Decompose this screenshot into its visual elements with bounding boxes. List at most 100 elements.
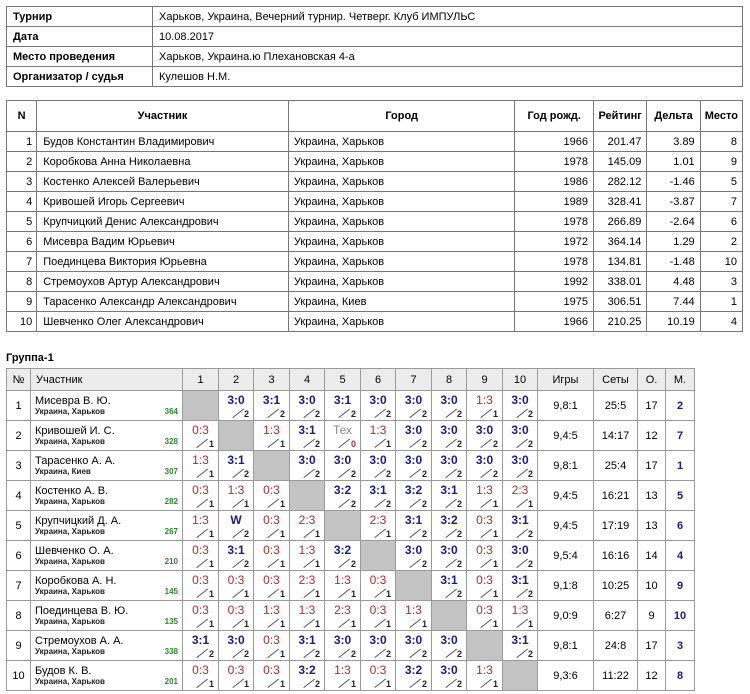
match-cell: 3:0 2 <box>466 420 503 451</box>
match-cell: 2:3 1 <box>324 600 361 631</box>
match-points: 1 <box>279 439 285 449</box>
cross-games: 9,0:9 <box>537 600 594 631</box>
participant-number: 9 <box>5 291 38 312</box>
participants-header-row: N Участник Город Год рожд. Рейтинг Дельта Мест… <box>5 100 744 132</box>
match-divider <box>232 558 245 568</box>
participant-rating: 266.89 <box>592 211 648 232</box>
match-score: 3:2 <box>333 483 352 497</box>
info-label: Место проведения <box>6 46 153 67</box>
participant-delta: -3.87 <box>646 191 701 212</box>
match-score: 3:2 <box>404 663 423 677</box>
match-divider <box>267 438 280 448</box>
info-row: Турнир Харьков, Украина, Вечерний турнир.… <box>6 6 743 27</box>
cross-header-games: Игры <box>537 368 594 391</box>
cross-sets: 25:5 <box>593 390 638 421</box>
participant-rating: 134.81 <box>592 251 648 272</box>
cross-row: 7 Коробкова А. Н. Украина, Харьков 145 0:3 1 0… <box>6 570 695 601</box>
participant-place: 10 <box>699 251 744 272</box>
match-cell: 3:1 2 <box>431 570 467 601</box>
match-cell: 3:0 2 <box>502 420 538 451</box>
match-score: 3:1 <box>191 633 210 647</box>
match-cell: 1:3 1 <box>395 600 432 631</box>
match-cell: 3:0 2 <box>395 420 432 451</box>
info-row: Место проведения Харьков, Украина.ю Плеха… <box>6 46 743 67</box>
match-divider <box>409 408 422 418</box>
cross-games: 9,1:8 <box>537 570 594 601</box>
match-cell: 0:3 1 <box>182 660 219 691</box>
cross-player-cell: Крупчицкий Д. А. Украина, Харьков 267 <box>30 510 183 541</box>
match-points: 2 <box>243 409 249 419</box>
participant-name: Будов Константин Владимирович <box>36 131 289 152</box>
match-cell: 0:3 1 <box>253 510 290 541</box>
match-cell: 3:0 2 <box>502 540 538 571</box>
participant-city: Украина, Харьков <box>287 131 516 152</box>
match-score: 3:1 <box>511 573 529 587</box>
match-points: 1 <box>492 499 498 509</box>
match-score: 3:0 <box>440 423 458 437</box>
match-points: 2 <box>421 409 427 419</box>
cross-place: 10 <box>665 600 695 631</box>
match-points: 2 <box>279 409 285 419</box>
participant-delta: 7.44 <box>646 291 701 312</box>
cross-player-name: Коробкова А. Н. <box>35 575 117 587</box>
cross-points: 13 <box>637 480 666 511</box>
match-divider <box>516 528 529 538</box>
info-value: Кулешов Н.М. <box>152 66 743 87</box>
participant-city: Украина, Харьков <box>287 251 516 272</box>
participant-number: 1 <box>5 131 38 152</box>
cross-row: 9 Стремоухов А. А. Украина, Харьков 338 3:1 2… <box>6 630 695 661</box>
match-points: 1 <box>385 679 391 689</box>
participant-row: 5 Крупчицкий Денис Александрович Украина, … <box>5 211 744 232</box>
match-score: 3:1 <box>404 513 423 527</box>
info-label: Турнир <box>6 6 153 27</box>
cross-player-cell: Стремоухов А. А. Украина, Харьков 338 <box>30 630 183 661</box>
match-divider <box>445 408 458 418</box>
match-cell: 0:3 1 <box>182 600 219 631</box>
match-divider <box>338 408 351 418</box>
match-score: 1:3 <box>227 483 245 497</box>
participant-number: 10 <box>5 311 38 332</box>
cross-player-meta: Украина, Харьков 364 <box>35 407 178 416</box>
match-divider <box>303 648 316 658</box>
match-points: 2 <box>421 469 427 479</box>
cross-header-m: М. <box>665 368 695 391</box>
match-score: 3:0 <box>440 453 458 467</box>
match-divider <box>267 498 280 508</box>
participant-place: 5 <box>699 171 744 192</box>
participant-delta: 3.89 <box>646 131 701 152</box>
match-divider <box>516 498 529 508</box>
match-divider <box>409 468 422 478</box>
cross-header-opponent: 3 <box>253 368 290 391</box>
match-score: 3:0 <box>404 633 423 647</box>
match-points: 2 <box>527 439 533 449</box>
match-cell: 0:3 1 <box>182 480 219 511</box>
match-divider <box>338 438 351 448</box>
cross-header-opponent: 1 <box>182 368 219 391</box>
match-score: 3:0 <box>333 453 352 467</box>
match-points: 2 <box>421 529 427 539</box>
match-points: 1 <box>208 439 214 449</box>
match-points: 2 <box>243 529 249 539</box>
match-points: 1 <box>421 619 427 629</box>
match-divider <box>516 558 529 568</box>
match-cell: 3:1 2 <box>324 390 361 421</box>
participant-rating: 210.25 <box>592 311 648 332</box>
cross-sets: 17:19 <box>593 510 638 541</box>
participant-place: 2 <box>699 231 744 252</box>
cross-player-number: 1 <box>6 390 31 421</box>
match-divider <box>480 408 493 418</box>
cross-header-opponent: 7 <box>395 368 432 391</box>
cross-row: 1 Мисевра В. Ю. Украина, Харьков 364 3:0 2 3:1… <box>6 390 695 421</box>
cross-player-meta: Украина, Харьков 282 <box>35 497 178 506</box>
participant-rating: 145.09 <box>592 151 648 172</box>
match-points: 1 <box>243 499 249 509</box>
match-points: 1 <box>279 529 285 539</box>
match-cell: 0:3 1 <box>182 570 219 601</box>
match-score: 3:0 <box>511 453 529 467</box>
match-score: 0:3 <box>227 603 245 617</box>
match-divider <box>374 528 387 538</box>
cross-points: 9 <box>637 600 666 631</box>
match-score: 3:2 <box>298 663 316 677</box>
participant-place: 9 <box>699 151 744 172</box>
participant-city: Украина, Харьков <box>287 271 516 292</box>
